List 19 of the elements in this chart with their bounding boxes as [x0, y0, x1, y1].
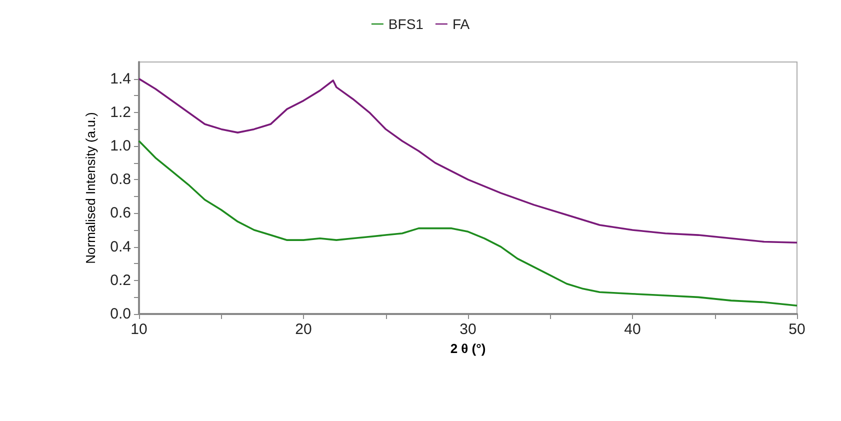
- y-tick-label: 0.2: [110, 272, 131, 289]
- x-tick-label: 50: [788, 321, 806, 338]
- y-tick-label: 0.0: [110, 306, 131, 322]
- x-tick-label: 10: [130, 321, 148, 338]
- y-tick-label: 0.4: [110, 238, 131, 256]
- x-axis-title: 2 θ (°): [450, 341, 486, 356]
- y-axis-title: Normalised Intensity (a.u.): [83, 112, 98, 264]
- y-tick-label: 1.2: [110, 104, 131, 121]
- line-series: [138, 140, 798, 306]
- x-tick-label: 20: [295, 321, 312, 338]
- y-tick-label: 1.4: [110, 70, 131, 88]
- y-tick-label: 0.6: [110, 204, 131, 222]
- x-tick-label: 30: [460, 321, 476, 338]
- line-series: [138, 78, 798, 244]
- legend-label: BFS1: [388, 16, 424, 32]
- y-tick-label: 0.8: [110, 171, 131, 188]
- x-tick-label: 40: [624, 321, 641, 338]
- y-tick-label: 1.0: [110, 138, 131, 154]
- legend-label: FA: [452, 16, 470, 32]
